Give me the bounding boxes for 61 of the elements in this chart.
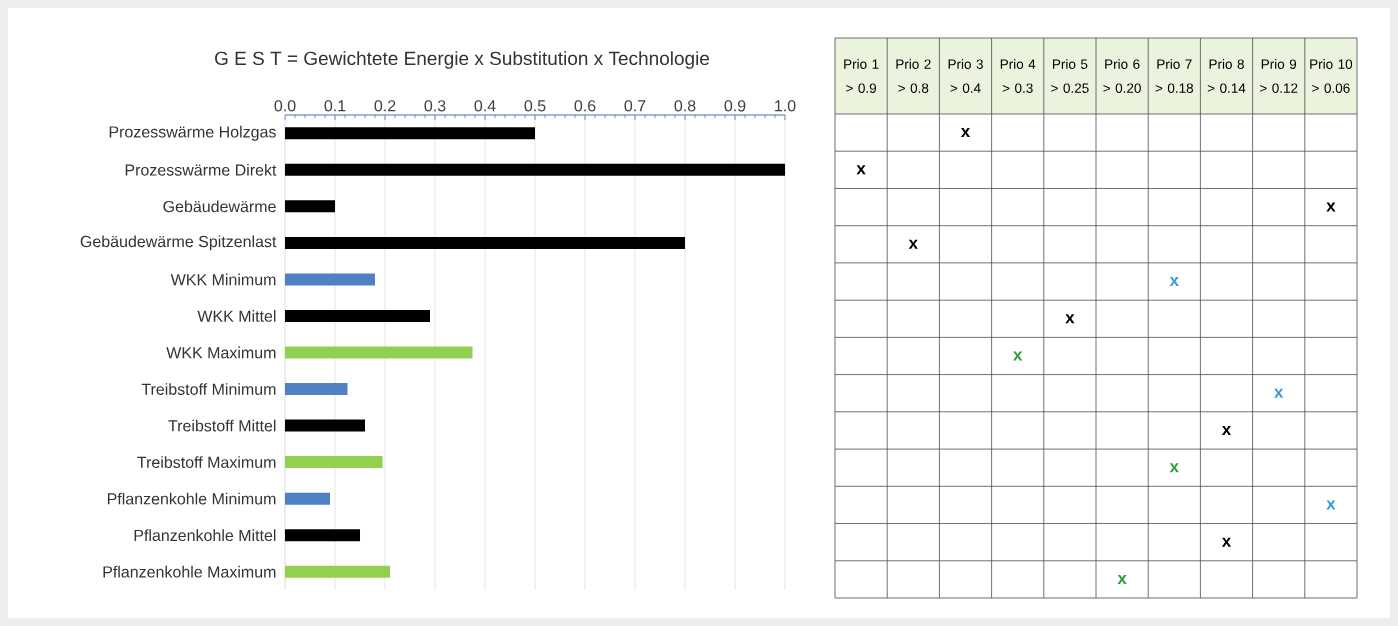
y-tick-label: Pflanzenkohle Maximum (103, 565, 276, 578)
text: x (1169, 463, 1179, 473)
y-tick-label: Gebäudewärme (163, 200, 276, 213)
text: x (1221, 425, 1232, 435)
y-tick-label: Prozesswärme Holzgas (109, 125, 276, 141)
bar (285, 273, 376, 286)
x-tick-label: 0.5 (524, 100, 546, 112)
y-tick-label: Treibstoff Minimum (141, 383, 276, 395)
bar (285, 200, 336, 213)
text: Prio 4 > 0.3 (1000, 59, 1036, 93)
text: x (1013, 351, 1023, 361)
bar (285, 565, 391, 578)
bar (285, 456, 383, 469)
x-tick-label: 0.8 (674, 100, 696, 112)
x-tick-label: 1.0 (775, 100, 796, 112)
bar (285, 236, 685, 249)
x-tick-label: 0.7 (624, 100, 646, 112)
y-tick-label: Gebäudewärme Spitzenlast (80, 235, 277, 251)
text: Prio 6 > 0.20 (1103, 59, 1141, 93)
text: x (1326, 202, 1336, 212)
text: Prio 7 > 0.18 (1155, 59, 1194, 93)
text: x (1065, 314, 1075, 324)
y-tick-label: Treibstoff Maximum (137, 456, 276, 468)
bar (285, 309, 431, 322)
text: Prio 2 > 0.8 (896, 59, 931, 93)
text: Prio 10 > 0.06 (1310, 59, 1353, 93)
chart-title: G E S T = Gewichtete Energie x Substitution x Technologie (215, 51, 710, 69)
y-tick-label: Prozesswärme Direkt (125, 163, 277, 176)
bar (285, 529, 361, 542)
text: x (1117, 574, 1127, 584)
x-tick-label: 0.9 (724, 100, 746, 112)
y-tick-label: Pflanzenkohle Minimum (107, 492, 276, 505)
y-tick-label: Pflanzenkohle Mittel (134, 529, 276, 542)
text: Prio 3 > 0.4 (948, 59, 983, 93)
text: Prio 1 > 0.9 (844, 59, 879, 93)
text: x (856, 165, 866, 175)
y-tick-label: WKK Maximum (166, 346, 276, 359)
text: Prio 9 > 0.12 (1260, 59, 1298, 93)
bar (285, 127, 535, 140)
x-tick-label: 0.4 (474, 100, 496, 112)
x-tick-label: 0.3 (424, 100, 446, 112)
bar (285, 492, 331, 505)
bar (285, 163, 785, 176)
y-tick-label: Treibstoff Mittel (168, 419, 276, 432)
x-tick-label: 0.1 (324, 100, 346, 112)
x-tick-label: 0.6 (574, 100, 596, 112)
text: x (908, 239, 918, 249)
x-tick-label: 0.2 (374, 100, 396, 112)
text: x (1326, 500, 1336, 510)
x-tick-label: 0.0 (274, 100, 296, 112)
text: x (1169, 276, 1179, 286)
text: x (960, 128, 971, 138)
bar (285, 346, 473, 359)
text: x (1221, 537, 1232, 547)
text: x (1274, 388, 1284, 398)
text: Prio 5 > 0.25 (1051, 59, 1089, 93)
bar (285, 383, 348, 396)
bar (285, 419, 366, 432)
y-tick-label: WKK Minimum (170, 273, 276, 286)
y-tick-label: WKK Mittel (197, 310, 276, 322)
text: Prio 8 > 0.14 (1207, 59, 1246, 93)
